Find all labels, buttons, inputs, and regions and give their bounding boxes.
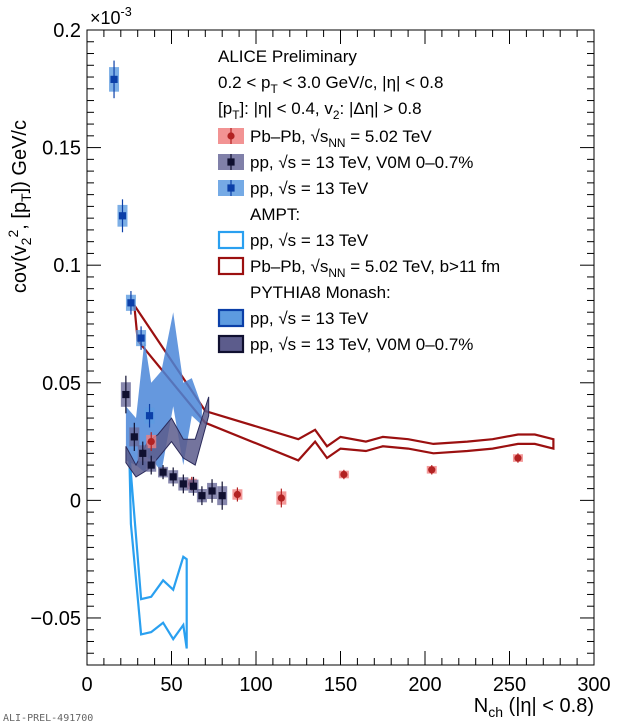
y-tick-label: 0.05 — [42, 373, 81, 395]
marker-square — [122, 390, 130, 399]
legend-label: Pb–Pb, √sNN​ = 5.02 TeV — [250, 127, 432, 150]
series-1-point — [129, 422, 140, 451]
series-2-point — [144, 403, 155, 428]
y-tick-label: −0.05 — [30, 608, 81, 630]
marker-square — [208, 487, 216, 495]
marker-square — [179, 480, 187, 488]
legend-label: pp, √s = 13 TeV, V0M 0–0.7% — [250, 335, 473, 354]
y-tick-label: 0.1 — [53, 255, 81, 277]
band-0 — [128, 453, 188, 649]
legend-label: Pb–Pb, √sNN​ = 5.02 TeV, b>11 fm — [250, 257, 500, 280]
series-1-point — [146, 455, 157, 475]
y-axis-title: cov(v2​2​, [pT​]) GeV/c — [5, 120, 34, 293]
data-points — [109, 60, 523, 510]
marker-square — [218, 492, 226, 500]
marker-circle — [340, 470, 348, 479]
legend: ALICE Preliminary 0.2 < pT​ < 3.0 GeV/c, … — [217, 47, 500, 354]
axis-ticks: 0 50 100 150 200 250 300 −0.05 0 0.05 0.1 0.15 0.2 — [30, 20, 610, 696]
marker-square — [139, 449, 147, 457]
series-1-point — [217, 481, 228, 510]
marker-circle — [277, 494, 285, 502]
series-1-point — [158, 465, 169, 480]
legend-title: ALICE Preliminary — [218, 47, 357, 66]
band-1 — [133, 304, 555, 462]
marker-square — [118, 212, 127, 220]
figure-id-watermark: ALI-PREL-491700 — [3, 713, 93, 724]
marker-circle — [233, 490, 242, 499]
marker-square — [169, 473, 177, 481]
legend-label: pp, √s = 13 TeV, V0M 0–0.7% — [250, 153, 473, 172]
legend-label: PYTHIA8 Monash: — [250, 283, 391, 302]
legend-label: pp, √s = 13 TeV — [250, 309, 369, 328]
legend-swatch — [217, 256, 245, 276]
marker-square — [137, 334, 145, 342]
legend-subtitle: 0.2 < pT​ < 3.0 GeV/c, |η| < 0.8 — [218, 73, 443, 96]
legend-marker — [227, 132, 235, 140]
x-tick-label: 50 — [160, 674, 182, 696]
legend-marker — [227, 184, 235, 192]
series-0-point — [512, 453, 523, 463]
marker-square — [198, 492, 206, 500]
marker-square — [110, 75, 118, 83]
series-1-point — [120, 375, 131, 414]
legend-marker — [227, 158, 235, 166]
series-0-point — [232, 487, 243, 502]
series-0-point — [276, 488, 287, 508]
series-1-point — [196, 486, 207, 506]
legend-swatch — [217, 308, 245, 328]
series-2-point — [125, 291, 136, 315]
series-2-point — [136, 326, 147, 350]
y-axis-exponent: ×10-3​ — [90, 5, 132, 28]
marker-circle — [428, 466, 436, 474]
y-tick-label: 0.15 — [42, 138, 81, 160]
marker-square — [127, 299, 135, 307]
legend-label: AMPT: — [250, 205, 300, 224]
marker-square — [145, 412, 154, 420]
marker-square — [130, 433, 138, 441]
legend-swatch — [217, 230, 245, 250]
series-1-point — [207, 479, 218, 503]
band-2 — [125, 312, 202, 473]
marker-circle — [147, 437, 155, 446]
x-tick-label: 250 — [493, 674, 526, 696]
legend-label: pp, √s = 13 TeV — [250, 231, 369, 250]
legend-label: pp, √s = 13 TeV — [250, 179, 369, 198]
series-0-point — [338, 469, 349, 480]
marker-square — [189, 482, 198, 490]
series-2-point — [109, 60, 120, 99]
marker-circle — [514, 454, 522, 462]
x-tick-label: 300 — [577, 674, 610, 696]
x-tick-label: 150 — [324, 674, 357, 696]
series-1-point — [137, 441, 148, 466]
series-1-point — [178, 474, 189, 494]
y-tick-label: 0 — [70, 490, 81, 512]
marker-square — [159, 468, 167, 476]
series-0-point — [146, 432, 157, 451]
series-1-point — [168, 467, 179, 487]
x-tick-label: 200 — [408, 674, 441, 696]
series-0-point — [426, 465, 437, 475]
x-tick-label: 100 — [239, 674, 272, 696]
legend-subtitle: [pT​]: |η| < 0.4, v2​: |Δη| > 0.8 — [218, 99, 422, 122]
legend-swatch — [217, 334, 245, 354]
series-2-point — [117, 199, 128, 233]
series-1-point — [188, 476, 199, 496]
x-axis-title: Nch​ (|η| < 0.8) — [474, 695, 594, 720]
x-tick-label: 0 — [81, 674, 92, 696]
y-tick-label: 0.2 — [53, 20, 81, 42]
marker-square — [147, 461, 155, 469]
